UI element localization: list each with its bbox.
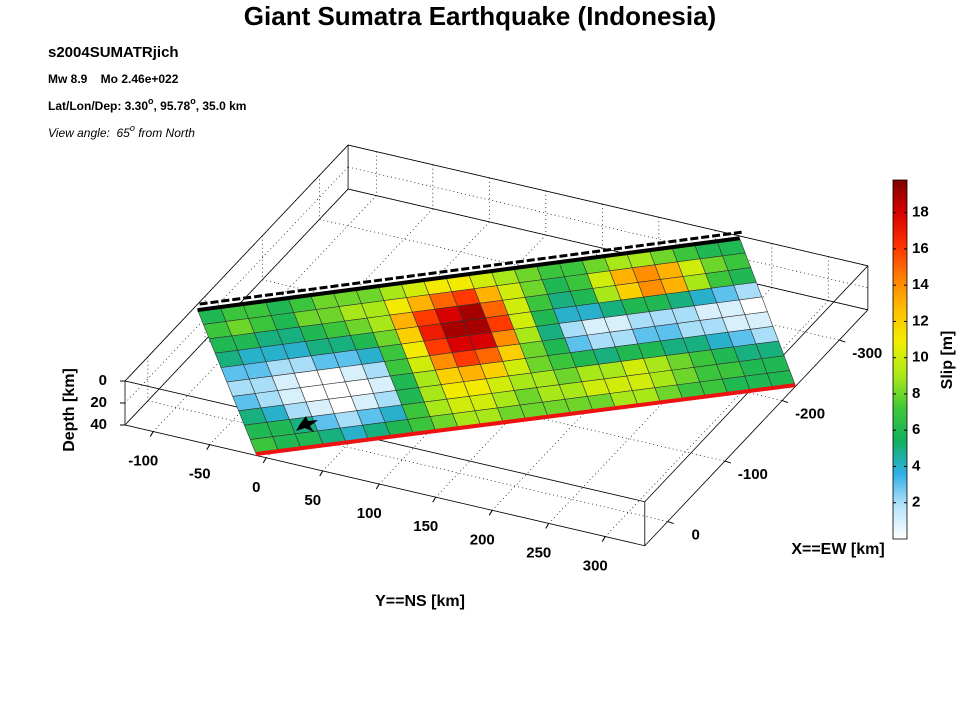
- info-text: Lat/Lon/Dep: 3.30: [48, 99, 148, 113]
- info-line: Mw 8.9 Mo 2.46e+022: [48, 72, 179, 86]
- box-edge: [124, 424, 645, 547]
- hypocenter-star: [296, 416, 318, 432]
- info-text: from North: [135, 126, 195, 140]
- z-tick-label: 20: [90, 394, 107, 411]
- tick-mark: [601, 536, 606, 542]
- info-text: View angle: 65: [48, 126, 130, 140]
- info-text: , 95.78: [154, 99, 191, 113]
- info-text: , 35.0 km: [196, 99, 247, 113]
- info-text: s2004SUMATRjich: [48, 44, 179, 61]
- box-edge: [124, 380, 645, 503]
- tick-mark: [667, 521, 674, 525]
- colorbar-tick-label: 10: [912, 349, 929, 366]
- info-text: Mw 8.9 Mo 2.46e+022: [48, 72, 179, 86]
- y-tick-label: 300: [583, 558, 608, 575]
- colorbar-tick-label: 18: [912, 204, 929, 221]
- y-tick-label: 200: [470, 531, 495, 548]
- info-line: s2004SUMATRjich: [48, 44, 179, 61]
- colorbar-tick-label: 16: [912, 240, 929, 257]
- colorbar: [892, 179, 908, 540]
- overlay: [197, 230, 796, 456]
- y-tick-label: 0: [252, 479, 260, 496]
- colorbar-label: Slip [m]: [939, 331, 956, 390]
- tick-mark: [149, 431, 154, 437]
- x-axis-label: X==EW [km]: [791, 541, 884, 558]
- info-line: View angle: 65o from North: [48, 123, 195, 140]
- tick-mark: [262, 457, 267, 464]
- x-tick-label: -100: [738, 466, 768, 483]
- z-tick-label: 0: [99, 372, 107, 389]
- colorbar-tick-label: 8: [912, 385, 920, 402]
- info-line: Lat/Lon/Dep: 3.30o, 95.78o, 35.0 km: [48, 96, 246, 113]
- fault-bottom-edge: [255, 383, 796, 456]
- tick-mark: [781, 400, 789, 404]
- superscript: o: [190, 96, 196, 106]
- tick-mark: [488, 510, 493, 516]
- superscript: o: [148, 96, 154, 106]
- x-tick-label: -200: [795, 406, 825, 423]
- tick-mark: [724, 460, 732, 464]
- grid-line: [147, 400, 668, 522]
- tick-mark: [375, 483, 380, 490]
- y-axis-label: Y==NS [km]: [375, 593, 465, 610]
- tick-mark: [839, 339, 846, 343]
- colorbar-tick-label: 4: [912, 457, 921, 474]
- z-axis-label: Depth [km]: [61, 368, 78, 452]
- y-tick-label: -50: [189, 466, 211, 483]
- box-edge: [347, 144, 868, 267]
- y-tick-label: 50: [304, 492, 321, 509]
- y-tick-label: 250: [526, 544, 551, 561]
- y-tick-label: 150: [413, 518, 438, 535]
- tick-mark: [545, 523, 550, 529]
- y-tick-label: -100: [128, 453, 158, 470]
- y-tick-label: 100: [357, 505, 382, 522]
- colorbar-tick-label: 6: [912, 421, 920, 438]
- x-tick-label: -300: [852, 345, 882, 362]
- tick-mark: [319, 470, 324, 477]
- fault-cells: [197, 237, 796, 455]
- colorbar-tick-label: 14: [912, 276, 929, 293]
- colorbar-tick-label: 12: [912, 312, 929, 329]
- colorbar-tick-label: 2: [912, 494, 920, 511]
- tick-mark: [432, 496, 437, 503]
- grid-line: [348, 166, 868, 289]
- trench-line: [199, 230, 742, 306]
- box-edge: [644, 309, 869, 547]
- tick-mark: [206, 444, 211, 450]
- chart-title: Giant Sumatra Earthquake (Indonesia): [244, 1, 716, 31]
- box-edge: [124, 144, 349, 382]
- x-tick-label: 0: [692, 527, 700, 544]
- superscript: o: [130, 123, 135, 133]
- z-tick-label: 40: [90, 416, 107, 433]
- fault-top-edge: [197, 236, 740, 313]
